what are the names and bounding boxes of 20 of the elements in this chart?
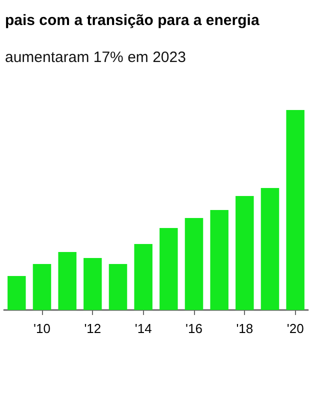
chart-subtitle: aumentaram 17% em 2023 [5, 49, 186, 66]
bar [8, 276, 26, 310]
bar [108, 264, 128, 310]
x-tick-label: '18 [236, 321, 254, 336]
bar [286, 110, 304, 310]
chart-title: pais com a transição para a energia [5, 12, 260, 29]
x-tick-label: '20 [286, 321, 304, 336]
x-tick-label: '16 [186, 321, 202, 336]
bar [236, 196, 254, 310]
x-tick-label: '14 [134, 321, 152, 336]
bar [260, 188, 280, 310]
bar [84, 258, 102, 310]
bar [160, 228, 178, 310]
bar [58, 252, 76, 310]
bar [210, 210, 228, 310]
x-tick-label: '12 [84, 321, 102, 336]
bar [32, 264, 52, 310]
bar [134, 244, 152, 310]
x-tick-label: '10 [34, 321, 50, 336]
bar [184, 218, 204, 310]
